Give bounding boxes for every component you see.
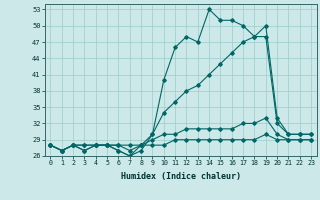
X-axis label: Humidex (Indice chaleur): Humidex (Indice chaleur): [121, 172, 241, 181]
